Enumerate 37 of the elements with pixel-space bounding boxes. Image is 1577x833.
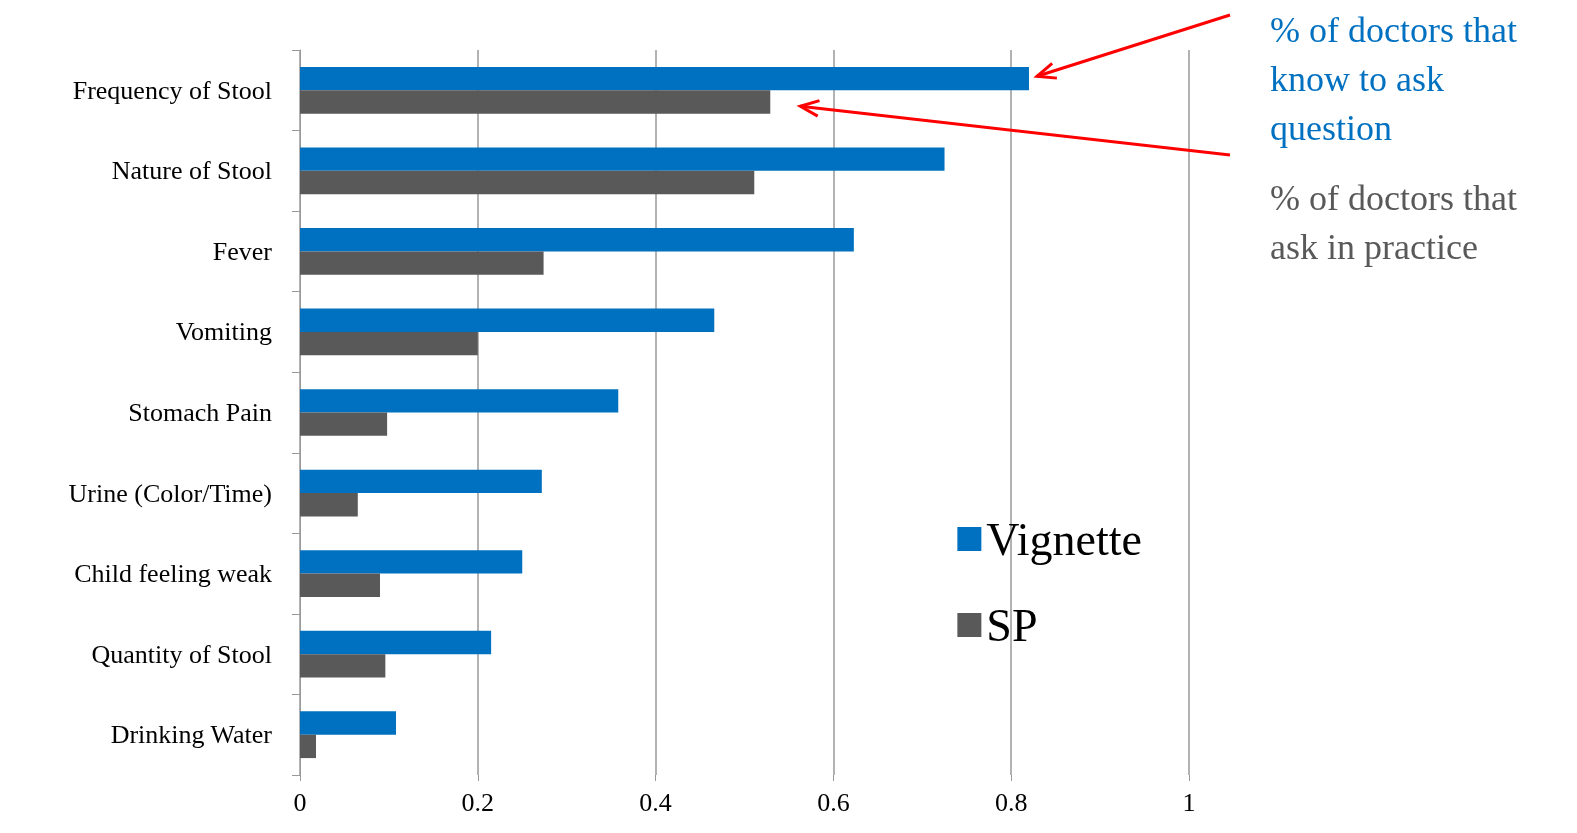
bar xyxy=(300,654,386,678)
text: % of doctors that know to ask question xyxy=(1270,9,1526,148)
y-tick-label: Fever xyxy=(212,236,273,266)
x-tick-label: 1 xyxy=(1182,787,1196,817)
bar xyxy=(300,66,1029,91)
bar xyxy=(300,251,544,275)
bar xyxy=(300,389,619,413)
bar xyxy=(300,734,316,759)
legend-label: SP xyxy=(986,599,1038,651)
x-tick-label: 0.6 xyxy=(817,787,850,817)
x-tick-label: 0.2 xyxy=(461,787,495,817)
bar xyxy=(300,630,492,655)
bar xyxy=(300,493,358,517)
bar xyxy=(300,90,771,114)
x-tick-label: 0 xyxy=(293,787,307,817)
bar xyxy=(300,228,854,252)
y-tick-label: Child feeling weak xyxy=(74,559,272,589)
y-tick-label: Frequency of Stool xyxy=(72,75,272,105)
bar xyxy=(300,711,397,735)
y-tick-label: Vomiting xyxy=(175,317,272,347)
legend-label: Vignette xyxy=(986,513,1143,565)
y-tick-label: Drinking Water xyxy=(110,720,273,750)
bar xyxy=(300,412,388,436)
x-tick-label: 0.4 xyxy=(639,787,672,817)
x-tick-label: 0.8 xyxy=(994,787,1028,817)
bar xyxy=(300,331,478,356)
bar xyxy=(300,147,945,171)
y-tick-label: Nature of Stool xyxy=(111,156,272,186)
y-tick-label: Stomach Pain xyxy=(128,398,272,427)
bar xyxy=(300,308,715,332)
text: % of doctors that ask in practice xyxy=(1270,177,1526,267)
bar xyxy=(300,573,381,597)
bar xyxy=(300,550,523,574)
y-tick-label: Quantity of Stool xyxy=(91,639,272,669)
bar xyxy=(300,469,542,494)
bar xyxy=(300,170,755,195)
y-tick-label: Urine (Color/Time) xyxy=(68,478,272,508)
